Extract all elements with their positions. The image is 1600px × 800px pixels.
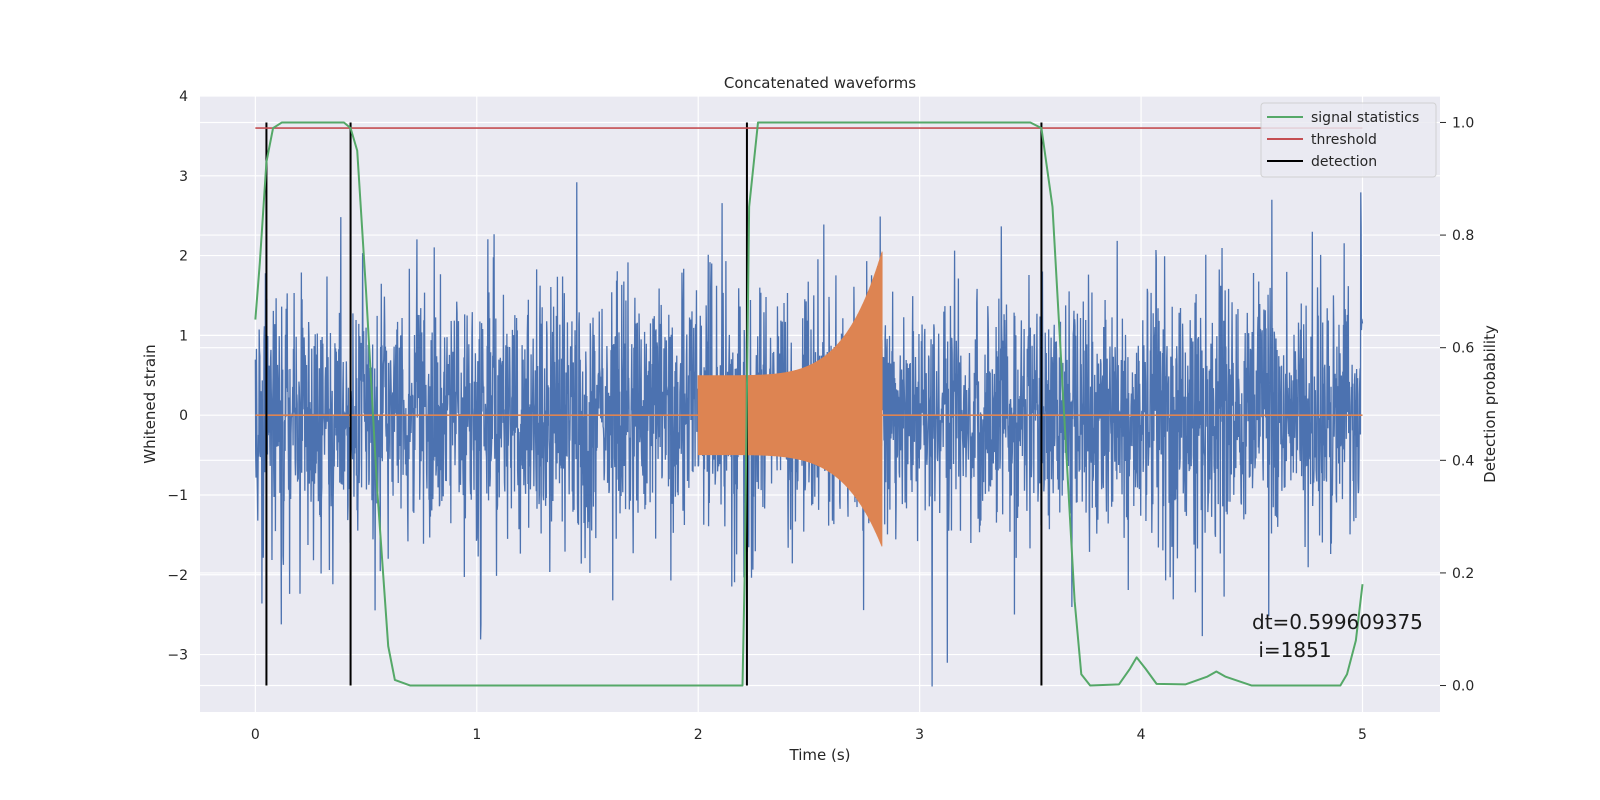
x-axis-label: Time (s) — [789, 746, 851, 764]
noise-line — [254, 182, 1364, 687]
x-tick-label: 1 — [472, 727, 481, 743]
y2-tick-label: 0.2 — [1452, 566, 1474, 582]
y-tick-label: −3 — [167, 648, 188, 664]
annotation-i: i=1851 — [1252, 638, 1332, 662]
y2-tick-label: 0.8 — [1452, 228, 1474, 244]
y2-tick-label: 0.6 — [1452, 341, 1474, 357]
x-tick-label: 0 — [251, 727, 260, 743]
x-tick-label: 4 — [1137, 727, 1146, 743]
chart-title: Concatenated waveforms — [724, 74, 916, 92]
x-tick-label: 2 — [694, 727, 703, 743]
y-axis-label: Whitened strain — [141, 344, 159, 463]
y-tick-label: 1 — [179, 328, 188, 344]
signal-chirp — [697, 251, 883, 547]
annotation-dt: dt=0.599609375 — [1252, 610, 1423, 634]
legend: signal statistics threshold detection — [1260, 102, 1437, 178]
noise-series — [254, 182, 1364, 687]
y-tick-label: 4 — [179, 89, 188, 105]
y2-axis-label: Detection probability — [1481, 325, 1499, 483]
signal-statistics-line — [254, 121, 1364, 687]
legend-entry-signal-statistics: signal statistics — [1311, 110, 1419, 126]
annotation: dt=0.599609375 i=1851 — [1252, 610, 1423, 662]
legend-box — [1260, 102, 1437, 178]
injected-signal-series — [255, 251, 1363, 547]
x-tick-label: 5 — [1358, 727, 1367, 743]
y-tick-label: −1 — [167, 488, 188, 504]
y2-tick-label: 0.0 — [1452, 679, 1474, 695]
y-tick-label: 2 — [179, 249, 188, 265]
y2-tick-label: 0.4 — [1452, 453, 1474, 469]
y2-tick-label: 1.0 — [1452, 115, 1474, 131]
legend-entry-threshold: threshold — [1311, 132, 1377, 148]
signal-statistics-series — [254, 121, 1364, 687]
y-tick-label: 3 — [179, 169, 188, 185]
legend-entry-detection: detection — [1311, 154, 1377, 170]
y-tick-label: 0 — [179, 408, 188, 424]
tick-labels: 0 1 2 3 4 5 −3 −2 −1 0 1 2 3 4 0.0 0.2 0.4 0.6 0.8 1.0 — [167, 89, 1474, 743]
y-tick-label: −2 — [167, 568, 188, 584]
x-tick-label: 3 — [915, 727, 924, 743]
